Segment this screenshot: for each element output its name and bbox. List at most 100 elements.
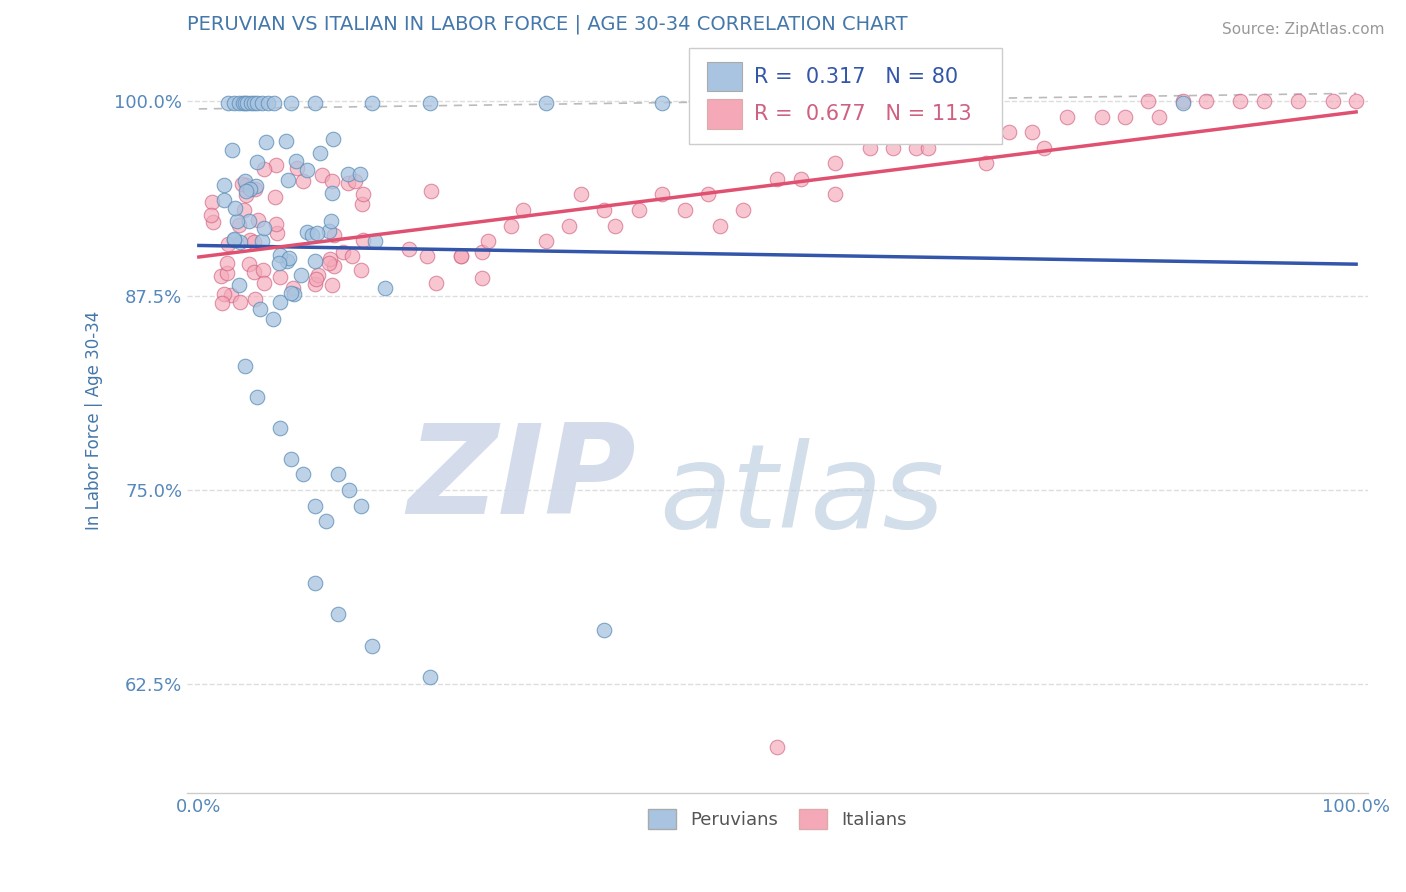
Point (276, 254, 298, 268)
Point (361, 639, 384, 653)
Point (228, 95, 250, 110)
Point (593, 202, 616, 217)
Point (215, 266, 238, 280)
Point (267, 256, 290, 270)
Point (364, 235, 387, 249)
Point (229, 235, 252, 249)
Point (242, 265, 264, 279)
Point (340, 249, 363, 263)
Point (344, 174, 367, 188)
Point (425, 276, 447, 290)
Point (558, 219, 581, 233)
Point (326, 607, 349, 622)
Point (352, 196, 374, 211)
Point (697, 187, 720, 202)
Point (318, 255, 340, 269)
Point (1114, 110, 1136, 124)
Point (232, 203, 254, 218)
Point (269, 294, 291, 309)
Point (253, 162, 276, 177)
Point (301, 228, 323, 243)
Point (917, 141, 939, 155)
Point (253, 221, 276, 235)
Point (321, 186, 343, 200)
Point (200, 208, 222, 222)
Point (229, 295, 252, 310)
Point (337, 176, 360, 190)
Text: ZIP: ZIP (408, 419, 636, 541)
Point (321, 174, 343, 188)
Point (1229, 94, 1251, 108)
Point (232, 95, 254, 110)
Point (350, 263, 373, 277)
Point (534, 234, 557, 248)
Point (245, 179, 267, 194)
Point (215, 256, 238, 270)
Point (233, 359, 256, 373)
Point (235, 185, 257, 199)
Point (766, 172, 789, 186)
Point (1195, 94, 1218, 108)
Point (245, 293, 267, 307)
Point (305, 271, 328, 285)
Point (471, 245, 494, 260)
Point (238, 214, 260, 228)
Point (235, 178, 257, 193)
Point (419, 184, 441, 198)
Point (1090, 110, 1112, 124)
Point (211, 296, 233, 310)
Point (627, 202, 650, 217)
FancyBboxPatch shape (689, 48, 1001, 144)
Point (450, 249, 472, 263)
Point (1286, 94, 1309, 108)
Point (239, 182, 262, 196)
Point (249, 301, 271, 316)
Point (824, 187, 846, 202)
Point (673, 202, 696, 217)
Point (307, 226, 329, 240)
FancyBboxPatch shape (707, 62, 742, 92)
Point (280, 286, 302, 301)
Point (290, 268, 312, 282)
Point (605, 219, 627, 233)
Point (416, 249, 439, 263)
Point (212, 178, 235, 192)
Point (280, 451, 302, 466)
Point (226, 214, 249, 228)
Point (1136, 94, 1159, 108)
Point (766, 739, 789, 754)
Point (321, 214, 343, 228)
Point (262, 311, 284, 326)
Point (239, 95, 262, 110)
Point (318, 224, 340, 238)
Point (337, 483, 360, 497)
Point (939, 125, 962, 139)
Point (308, 146, 330, 161)
Point (307, 268, 329, 282)
Point (269, 269, 291, 284)
Point (1032, 141, 1054, 155)
Point (217, 95, 239, 110)
Point (419, 670, 441, 684)
Point (1346, 94, 1368, 108)
Point (202, 214, 225, 228)
Point (233, 95, 256, 110)
Point (315, 514, 337, 528)
Point (212, 194, 235, 208)
Point (419, 95, 441, 110)
Point (361, 95, 384, 110)
Point (1149, 110, 1171, 124)
Point (311, 169, 333, 183)
Point (257, 95, 280, 110)
Point (243, 182, 266, 196)
Text: R =  0.677   N = 113: R = 0.677 N = 113 (754, 103, 972, 124)
Point (534, 95, 557, 110)
Point (243, 235, 266, 249)
Point (264, 190, 287, 204)
Point (252, 95, 274, 110)
Point (319, 252, 342, 267)
Point (269, 421, 291, 435)
Point (304, 95, 326, 110)
Point (477, 234, 499, 248)
Point (789, 172, 811, 186)
